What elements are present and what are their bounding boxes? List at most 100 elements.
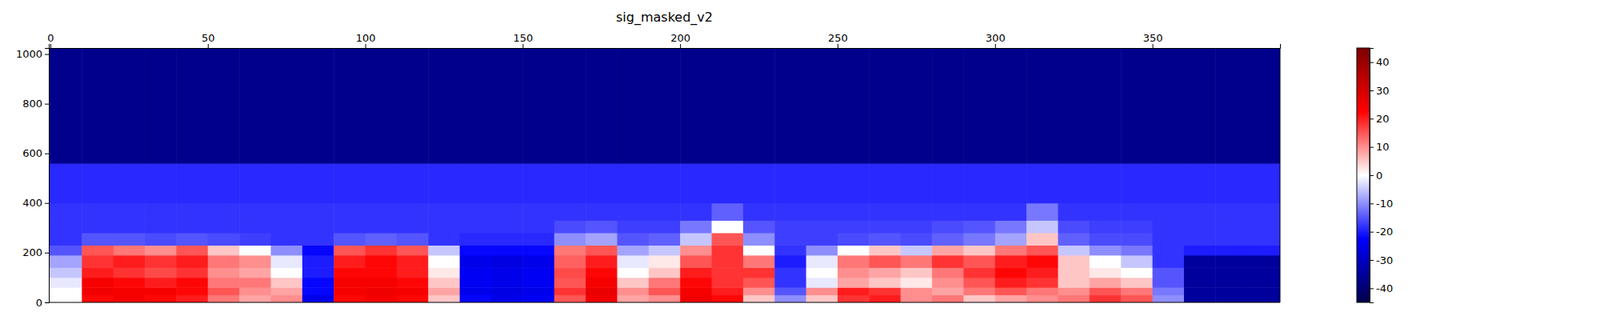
heatmap-cell — [837, 267, 870, 278]
plot-frame — [48, 48, 1280, 303]
heatmap-cell — [1089, 277, 1122, 288]
heatmap-cell — [113, 244, 146, 256]
heatmap-cell — [1089, 220, 1122, 233]
heatmap-cell — [1215, 295, 1248, 303]
heatmap-cell — [333, 48, 366, 164]
heatmap-cell — [491, 277, 524, 288]
heatmap-cell — [1026, 163, 1059, 204]
heatmap-cell — [1247, 163, 1280, 204]
heatmap-cell — [396, 203, 429, 221]
heatmap-cell — [1247, 255, 1280, 268]
heatmap-cell — [806, 232, 839, 246]
heatmap-cell — [176, 232, 208, 246]
tick: 200 — [670, 32, 691, 48]
heatmap-cell — [81, 232, 114, 246]
heatmap-cell — [680, 220, 712, 233]
tick: 1000 — [16, 48, 49, 60]
heatmap-cell — [554, 203, 587, 221]
heatmap-cell — [81, 295, 114, 303]
heatmap-cell — [460, 277, 492, 288]
tick-mark — [680, 44, 681, 48]
tick-mark — [1369, 147, 1374, 148]
heatmap-cell — [932, 220, 964, 233]
tick-label: 10 — [1376, 140, 1390, 153]
heatmap-cell — [806, 163, 839, 204]
heatmap-cell — [1184, 220, 1216, 233]
heatmap-cell — [460, 48, 492, 164]
heatmap-cell — [1184, 48, 1216, 164]
heatmap-cell — [176, 48, 208, 164]
heatmap-cell — [712, 255, 744, 268]
heatmap-cell — [1058, 295, 1091, 303]
heatmap-cell — [585, 203, 618, 221]
heatmap-cell — [554, 255, 587, 268]
tick-label: 350 — [1143, 32, 1164, 44]
heatmap-cell — [680, 48, 712, 164]
heatmap-cell — [995, 267, 1028, 278]
tick-label: 50 — [201, 32, 216, 44]
heatmap-cell — [932, 255, 964, 268]
heatmap-cell — [995, 203, 1028, 221]
heatmap-cell — [712, 203, 744, 221]
heatmap-cell — [868, 232, 901, 246]
heatmap-cell — [680, 267, 712, 278]
heatmap-cell — [208, 287, 240, 296]
heatmap-cell — [1120, 295, 1153, 303]
heatmap-cell — [1184, 203, 1216, 221]
heatmap-cell — [81, 220, 114, 233]
heatmap-cell — [837, 244, 870, 256]
heatmap-cell — [900, 255, 933, 268]
heatmap-cell — [1215, 163, 1248, 204]
heatmap-cell — [963, 287, 996, 296]
tick-mark — [44, 203, 49, 204]
heatmap-cell — [1247, 295, 1280, 303]
heatmap-cell — [616, 220, 649, 233]
heatmap-cell — [932, 277, 964, 288]
heatmap-cell — [491, 295, 524, 303]
x-axis: 050100150200250300350 — [47, 32, 1280, 49]
tick-label: 400 — [22, 196, 43, 209]
heatmap-cell — [270, 203, 303, 221]
heatmap-cell — [428, 48, 460, 164]
heatmap-cell — [806, 267, 839, 278]
heatmap-cell — [176, 203, 208, 221]
heatmap-cell — [995, 163, 1028, 204]
title: sig_masked_v2 — [616, 9, 713, 26]
heatmap-cell — [1089, 267, 1122, 278]
heatmap-cell — [616, 277, 649, 288]
heatmap-cell — [648, 277, 681, 288]
heatmap-cell — [648, 244, 681, 256]
heatmap-cell — [333, 255, 366, 268]
tick-label: 200 — [22, 246, 43, 259]
heatmap-cell — [208, 163, 240, 204]
heatmap-cell — [868, 255, 901, 268]
heatmap-cell — [48, 267, 83, 278]
heatmap-cell — [239, 203, 272, 221]
tick-mark — [1369, 232, 1374, 233]
heatmap-cell — [774, 232, 807, 246]
tick: 30 — [1369, 84, 1390, 97]
tick: 0 — [36, 296, 49, 309]
tick-label: 40 — [1376, 56, 1390, 68]
heatmap-cell — [585, 277, 618, 288]
heatmap-cell — [868, 267, 901, 278]
heatmap-cell — [1247, 287, 1280, 296]
heatmap-cell — [616, 255, 649, 268]
heatmap-cell — [1026, 287, 1059, 296]
heatmap-cell — [585, 244, 618, 256]
tick: 0 — [1369, 169, 1383, 182]
tick: 100 — [356, 32, 376, 48]
heatmap-cell — [48, 163, 83, 204]
heatmap-cell — [113, 295, 146, 303]
heatmap-cell — [963, 255, 996, 268]
heatmap-cell — [239, 255, 272, 268]
heatmap-cell — [113, 220, 146, 233]
tick: -20 — [1369, 225, 1393, 238]
heatmap-cell — [900, 295, 933, 303]
heatmap-cell — [900, 220, 933, 233]
heatmap-cell — [144, 267, 177, 278]
heatmap-cell — [1026, 48, 1059, 164]
heatmap-cell — [743, 232, 776, 246]
heatmap-cell — [585, 295, 618, 303]
heatmap-cell — [554, 287, 587, 296]
